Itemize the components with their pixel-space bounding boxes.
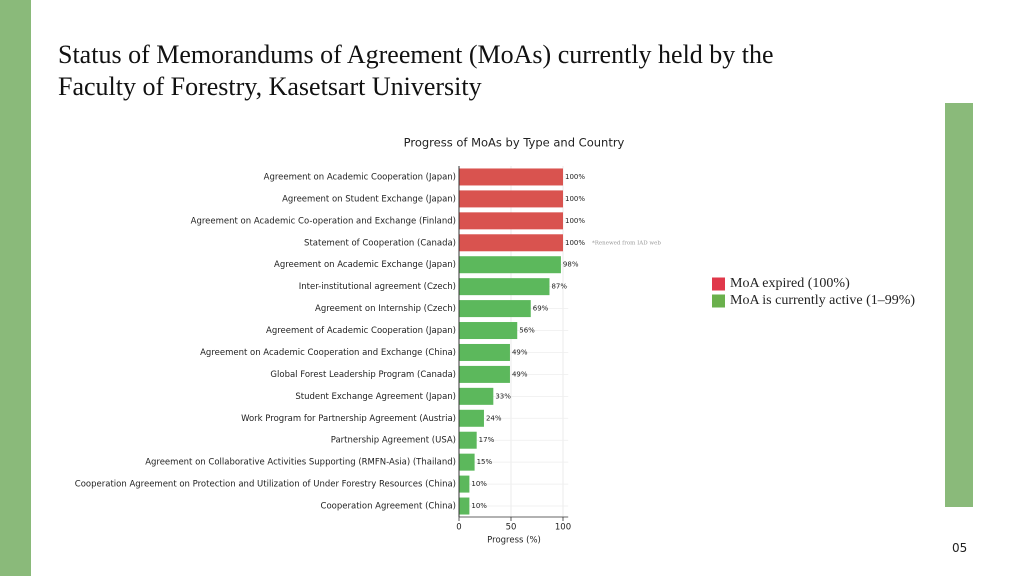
right-accent-bar [945, 103, 973, 507]
bar [459, 212, 563, 230]
left-accent-bar [0, 0, 31, 576]
annotation: *Renewed from IAD web [592, 240, 661, 246]
x-axis-label: Progress (%) [487, 536, 541, 546]
value-label: 49% [512, 348, 528, 356]
y-tick-label: Agreement on Academic Co-operation and E… [191, 216, 456, 226]
y-tick-label: Agreement on Academic Cooperation (Japan… [264, 172, 456, 182]
y-tick-label: Partnership Agreement (USA) [331, 436, 456, 446]
bar [459, 497, 470, 515]
value-label: 98% [563, 261, 579, 269]
legend-label: MoA expired (100%) [730, 276, 850, 291]
bar [459, 387, 494, 405]
bar [459, 168, 563, 186]
legend-swatch [712, 277, 725, 291]
y-tick-label: Agreement on Academic Exchange (Japan) [274, 260, 456, 270]
y-tick-label: Cooperation Agreement (China) [321, 502, 456, 512]
value-label: 100% [565, 195, 585, 203]
value-label: 87% [551, 283, 567, 291]
bar [459, 475, 470, 493]
value-label: 15% [477, 458, 493, 466]
value-label: 33% [495, 392, 511, 400]
bar [459, 409, 484, 427]
y-tick-label: Agreement of Academic Cooperation (Japan… [266, 326, 456, 336]
chart-title: Progress of MoAs by Type and Country [404, 136, 625, 150]
bar [459, 190, 563, 208]
bar [459, 431, 477, 449]
bar [459, 365, 510, 383]
legend-label: MoA is currently active (1–99%) [730, 293, 915, 308]
y-tick-label: Student Exchange Agreement (Japan) [295, 392, 456, 402]
page-number: 05 [952, 541, 968, 555]
bar [459, 453, 475, 471]
value-label: 10% [471, 502, 487, 510]
y-tick-label: Agreement on Internship (Czech) [315, 304, 456, 314]
bar [459, 300, 531, 318]
slide-title: Status of Memorandums of Agreement (MoAs… [58, 40, 774, 69]
y-tick-label: Agreement on Student Exchange (Japan) [282, 194, 456, 204]
y-tick-label: Inter-institutional agreement (Czech) [299, 282, 456, 292]
x-tick-label: 100 [555, 523, 571, 533]
x-tick-label: 50 [506, 523, 517, 533]
slide-title: Faculty of Forestry, Kasetsart Universit… [58, 72, 482, 101]
value-label: 100% [565, 217, 585, 225]
value-label: 56% [519, 327, 535, 335]
bar [459, 322, 518, 340]
x-tick-label: 0 [456, 523, 461, 533]
value-label: 10% [471, 480, 487, 488]
value-label: 69% [533, 305, 549, 313]
value-label: 49% [512, 370, 528, 378]
value-label: 100% [565, 239, 585, 247]
bar [459, 278, 550, 296]
bar [459, 343, 510, 361]
y-tick-label: Agreement on Academic Cooperation and Ex… [200, 348, 456, 358]
y-tick-label: Work Program for Partnership Agreement (… [241, 414, 456, 424]
value-label: 17% [479, 436, 495, 444]
bar [459, 256, 561, 274]
bar [459, 234, 563, 252]
y-tick-label: Agreement on Collaborative Activities Su… [145, 458, 456, 468]
value-label: 100% [565, 173, 585, 181]
y-tick-label: Cooperation Agreement on Protection and … [75, 480, 456, 490]
value-label: 24% [486, 414, 502, 422]
y-tick-label: Global Forest Leadership Program (Canada… [270, 370, 456, 380]
y-tick-label: Statement of Cooperation (Canada) [304, 238, 456, 248]
legend-swatch [712, 294, 725, 308]
